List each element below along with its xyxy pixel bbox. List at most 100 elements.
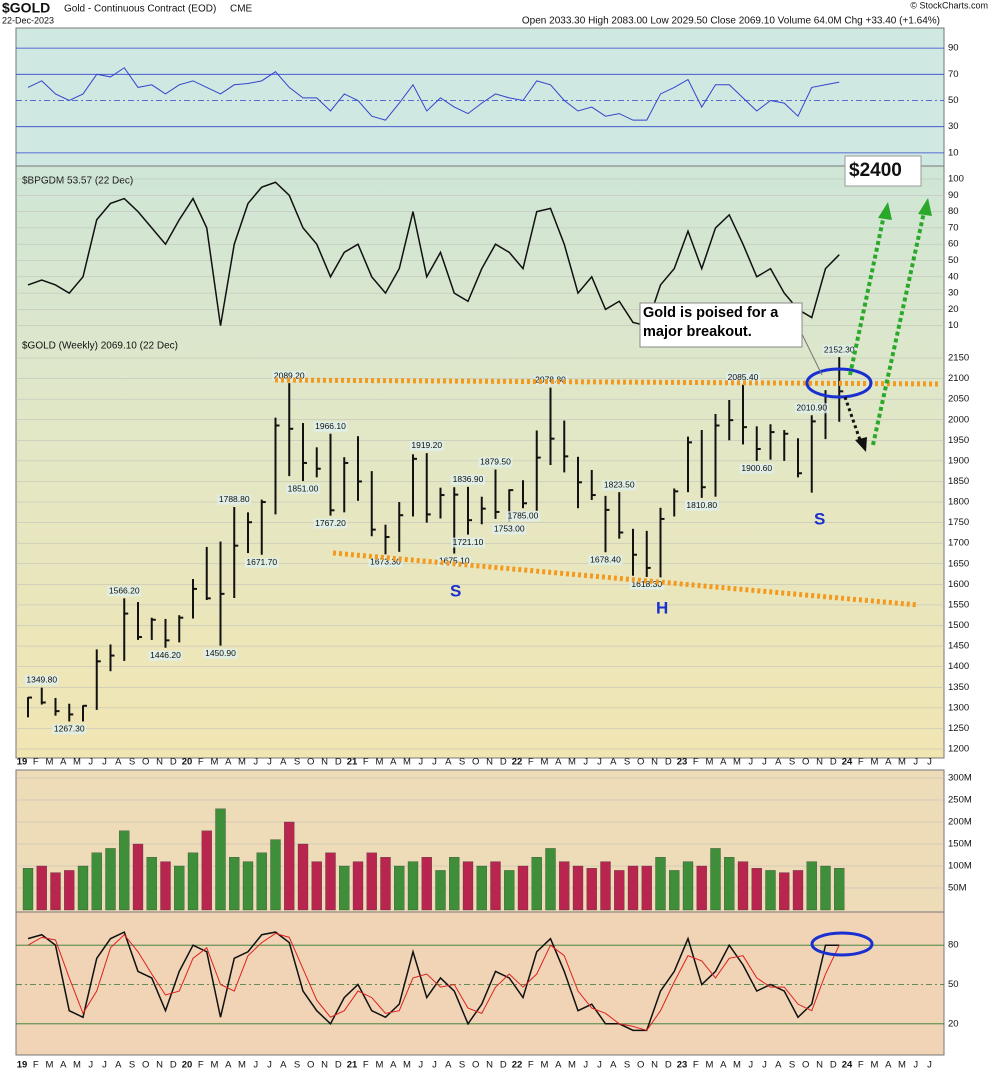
x-tick-label: J	[762, 1060, 767, 1071]
price-label: 1823.50	[604, 480, 635, 490]
volume-bar	[627, 865, 639, 911]
volume-bar	[490, 861, 501, 911]
x-tick-label: N	[651, 1060, 658, 1071]
price-label-bg	[588, 555, 623, 566]
volume-bar	[352, 861, 364, 911]
volume-bar	[765, 870, 776, 911]
x-tick-label: N	[486, 1060, 493, 1071]
x-tick-label: M	[541, 1060, 549, 1071]
volume-bar	[394, 865, 405, 911]
volume-bar	[284, 821, 295, 911]
volume-bar	[311, 861, 322, 911]
y-tick-label: 50M	[948, 883, 967, 894]
price-label-bg	[478, 457, 513, 468]
x-tick-label: J	[88, 757, 93, 768]
neckline	[332, 550, 919, 608]
volume-bar	[779, 872, 790, 911]
callout: Gold is poised for a major breakout.	[643, 305, 778, 340]
price-label-bg	[739, 463, 774, 474]
arrow-head	[878, 202, 892, 220]
y-tick-label: 2000	[948, 414, 969, 425]
y-tick-label: 20	[948, 1018, 959, 1029]
x-tick-label: D	[335, 757, 342, 768]
y-tick-label: 40	[948, 271, 959, 282]
x-tick-label: 22	[512, 1060, 523, 1071]
x-tick-label: D	[830, 757, 837, 768]
y-tick-label: 1350	[948, 682, 969, 693]
price-label: 1767.20	[315, 518, 346, 528]
volume-bar	[380, 857, 391, 911]
x-tick-label: J	[267, 1060, 272, 1071]
x-tick-label: J	[583, 757, 588, 768]
x-tick-label: O	[142, 757, 149, 768]
x-tick-label: S	[294, 1060, 300, 1071]
volume-bar	[504, 870, 515, 911]
x-tick-label: S	[129, 1060, 135, 1071]
volume-bar	[36, 865, 47, 911]
volume-bar	[119, 830, 130, 911]
pullback-arrow	[843, 396, 862, 441]
x-tick-label: J	[913, 1060, 918, 1071]
volume-bar	[91, 852, 102, 911]
price-label-bg	[107, 586, 142, 597]
x-tick-label: F	[528, 1060, 534, 1071]
x-tick-label: J	[927, 757, 932, 768]
x-tick-label: M	[46, 757, 54, 768]
price-label: 1966.10	[315, 421, 346, 431]
y-tick-label: 1550	[948, 599, 969, 610]
x-tick-label: M	[871, 1060, 879, 1071]
x-tick-label: S	[624, 1060, 630, 1071]
x-tick-label: J	[102, 1060, 107, 1071]
y-tick-label: 80	[948, 206, 959, 217]
volume-bar	[105, 848, 116, 911]
price-label-bg	[629, 579, 664, 590]
x-tick-label: J	[418, 757, 423, 768]
volume-bar	[174, 865, 185, 911]
x-tick-label: O	[142, 1060, 149, 1071]
x-tick-label: M	[733, 757, 741, 768]
volume-bar	[545, 848, 556, 911]
x-tick-label: S	[459, 1060, 465, 1071]
y-tick-label: 20	[948, 304, 959, 315]
price-label-bg	[203, 648, 238, 659]
x-tick-label: M	[238, 757, 246, 768]
ohlc-summary: Open 2033.30 High 2083.00 Low 2029.50 Cl…	[522, 16, 940, 27]
x-tick-label: S	[789, 1060, 795, 1071]
volume-bar	[435, 870, 446, 911]
y-tick-label: 1500	[948, 620, 969, 631]
y-tick-label: 90	[948, 43, 959, 54]
x-tick-label: O	[802, 1060, 809, 1071]
price-label: $GOLD (Weekly) 2069.10 (22 Dec)	[22, 341, 178, 352]
x-tick-label: A	[115, 757, 122, 768]
x-tick-label: 24	[842, 757, 853, 768]
x-tick-label: F	[33, 1060, 39, 1071]
x-tick-label: 20	[182, 757, 193, 768]
price-label: 2152.30	[824, 344, 855, 354]
x-tick-label: A	[390, 757, 397, 768]
volume-bar	[614, 870, 625, 911]
volume-bar	[339, 865, 350, 911]
y-tick-label: 80	[948, 940, 959, 951]
x-tick-label: M	[376, 757, 384, 768]
volume-bar	[146, 857, 157, 911]
x-tick-label: M	[706, 1060, 714, 1071]
x-tick-label: 24	[842, 1060, 853, 1071]
x-tick-label: S	[294, 757, 300, 768]
x-tick-label: J	[253, 757, 258, 768]
x-tick-label: A	[885, 1060, 892, 1071]
price-label-bg	[272, 371, 307, 382]
volume-bar	[476, 865, 487, 911]
price-label: 1836.90	[453, 474, 484, 484]
y-tick-label: 1900	[948, 455, 969, 466]
x-tick-label: 23	[677, 1060, 688, 1071]
price-label: 1851.00	[288, 483, 319, 493]
y-tick-label: 1200	[948, 744, 969, 755]
volume-bar	[517, 865, 529, 911]
price-label-bg	[148, 650, 183, 661]
date: 22-Dec-2023	[2, 15, 54, 25]
stoch-panel	[15, 911, 945, 1056]
y-tick-label: 1400	[948, 661, 969, 672]
volume-bar	[242, 861, 254, 911]
callout-pointer	[799, 329, 823, 376]
y-tick-label: 10	[948, 320, 959, 331]
